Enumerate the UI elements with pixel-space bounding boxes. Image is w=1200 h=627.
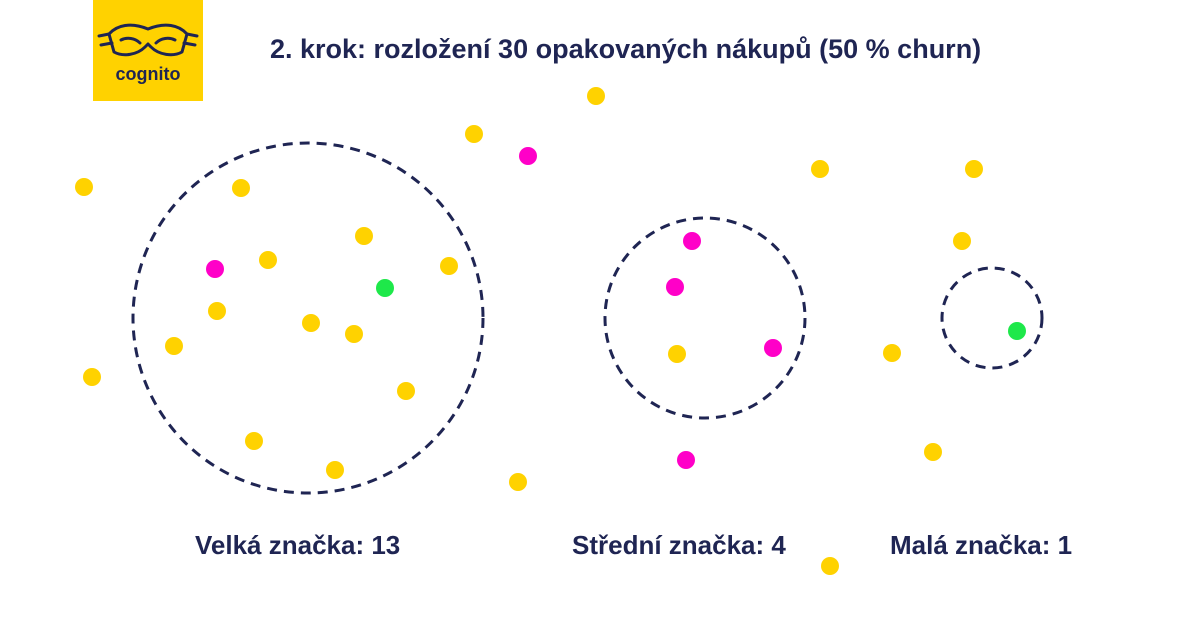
- big-brand-label: Velká značka: 13: [195, 530, 401, 560]
- yellow-dot: [883, 344, 901, 362]
- yellow-dot: [165, 337, 183, 355]
- yellow-dot: [83, 368, 101, 386]
- yellow-dot: [668, 345, 686, 363]
- green-dot: [376, 279, 394, 297]
- yellow-dot: [924, 443, 942, 461]
- yellow-dot: [587, 87, 605, 105]
- yellow-dot: [326, 461, 344, 479]
- yellow-dot: [208, 302, 226, 320]
- logo-background: [93, 0, 203, 101]
- medium-brand-circle: [603, 216, 807, 420]
- cognito-logo: cognito: [93, 0, 203, 101]
- green-dot: [1008, 322, 1026, 340]
- magenta-dot: [206, 260, 224, 278]
- medium-brand-label: Střední značka: 4: [572, 530, 786, 560]
- yellow-dot: [259, 251, 277, 269]
- yellow-dot: [345, 325, 363, 343]
- yellow-dot: [811, 160, 829, 178]
- yellow-dot: [232, 179, 250, 197]
- yellow-dot: [440, 257, 458, 275]
- small-brand-circle: [940, 266, 1044, 370]
- logo-text: cognito: [116, 64, 181, 84]
- yellow-dot: [965, 160, 983, 178]
- yellow-dot: [953, 232, 971, 250]
- yellow-dot: [302, 314, 320, 332]
- yellow-dot: [355, 227, 373, 245]
- yellow-dot: [509, 473, 527, 491]
- magenta-dot: [666, 278, 684, 296]
- yellow-dot: [397, 382, 415, 400]
- magenta-dot: [519, 147, 537, 165]
- magenta-dot: [764, 339, 782, 357]
- magenta-dot: [683, 232, 701, 250]
- yellow-dot: [465, 125, 483, 143]
- magenta-dot: [677, 451, 695, 469]
- yellow-dot: [821, 557, 839, 575]
- big-brand-circle: [131, 141, 485, 495]
- page-title: 2. krok: rozložení 30 opakovaných nákupů…: [270, 34, 982, 64]
- yellow-dot: [245, 432, 263, 450]
- mask-icon: [97, 23, 199, 57]
- yellow-dot: [75, 178, 93, 196]
- small-brand-label: Malá značka: 1: [890, 530, 1073, 560]
